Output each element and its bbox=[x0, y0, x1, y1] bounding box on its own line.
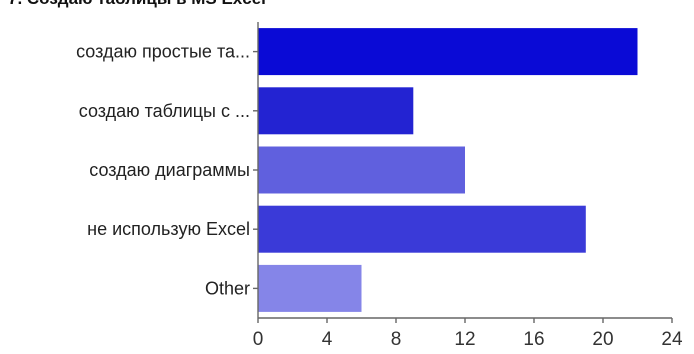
category-label-2: создаю диаграммы bbox=[89, 160, 250, 180]
x-tick-label-1: 4 bbox=[322, 329, 333, 350]
x-tick-label-6: 24 bbox=[661, 329, 683, 350]
x-tick-label-3: 12 bbox=[454, 329, 475, 350]
x-tick-label-4: 16 bbox=[523, 329, 544, 350]
bar-4 bbox=[258, 264, 362, 312]
category-label-1: создаю таблицы с ... bbox=[79, 101, 250, 121]
x-tick-label-2: 8 bbox=[391, 329, 402, 350]
category-label-4: Other bbox=[205, 278, 250, 298]
bars-layer bbox=[258, 28, 638, 312]
x-axis: 0 4 8 12 16 20 24 bbox=[253, 22, 683, 350]
chart-title: 7. Создаю таблицы в MS Excel bbox=[8, 0, 266, 8]
x-tick-label-0: 0 bbox=[253, 329, 264, 350]
category-labels: создаю простые та... создаю таблицы с ...… bbox=[76, 42, 250, 299]
x-tick-label-5: 20 bbox=[592, 329, 613, 350]
bar-3 bbox=[258, 205, 586, 253]
bar-0 bbox=[258, 28, 638, 76]
bar-2 bbox=[258, 146, 465, 194]
category-label-3: не использую Excel bbox=[87, 219, 250, 239]
bar-1 bbox=[258, 87, 414, 135]
category-label-0: создаю простые та... bbox=[76, 42, 250, 62]
